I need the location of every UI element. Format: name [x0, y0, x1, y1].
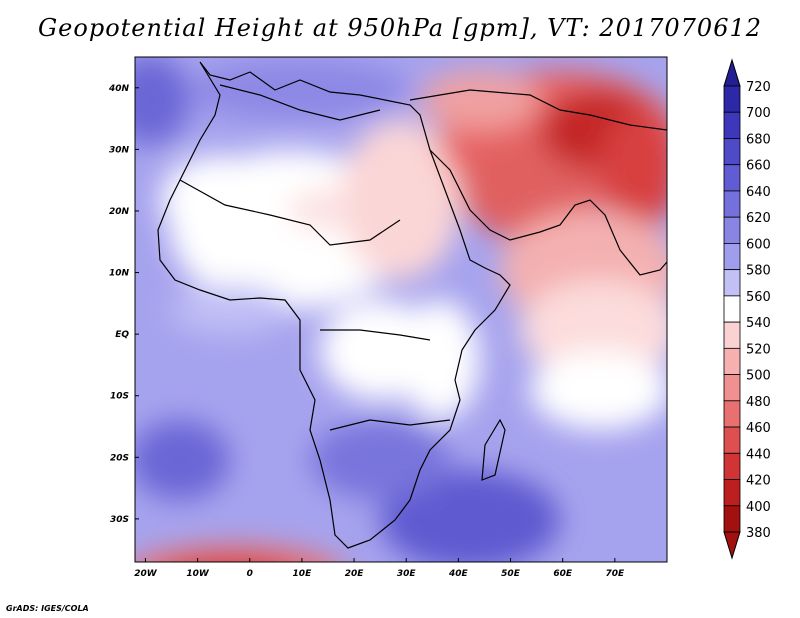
- lat-label: 10N: [109, 269, 130, 279]
- colorbar-label: 600: [746, 237, 771, 252]
- lon-label: 60E: [553, 569, 573, 579]
- north-africa-borders: [219, 84, 381, 121]
- colorbar-label: 620: [746, 211, 771, 226]
- colorbar-label: 420: [746, 474, 771, 489]
- lat-label: EQ: [115, 330, 129, 340]
- colorbar-swatch: [723, 426, 741, 454]
- colorbar-bottom-arrow: [723, 531, 741, 560]
- colorbar-label: 640: [746, 185, 771, 200]
- colorbar-swatch: [723, 269, 741, 297]
- map-field: [135, 57, 667, 562]
- colorbar-label: 400: [746, 500, 771, 515]
- colorbar-swatch: [723, 347, 741, 375]
- colorbar-swatch: [723, 295, 741, 323]
- sahel-borders: [179, 179, 401, 246]
- colorbar-swatch: [723, 164, 741, 192]
- lat-label: 10S: [110, 392, 129, 402]
- central-africa-borders: [320, 329, 431, 341]
- colorbar-label: 700: [746, 106, 771, 121]
- lon-label: 30E: [397, 569, 417, 579]
- colorbar-label: 520: [746, 342, 771, 357]
- lon-label: 10W: [186, 569, 210, 579]
- lat-label: 30N: [109, 145, 130, 155]
- colorbar-label: 380: [746, 526, 771, 541]
- colorbar-label: 460: [746, 421, 771, 436]
- lon-label: 20W: [134, 569, 158, 579]
- colorbar-swatch: [723, 479, 741, 507]
- colorbar-top-arrow: [723, 58, 741, 87]
- lat-label: 20S: [110, 453, 129, 463]
- colorbar-label: 720: [746, 80, 771, 95]
- eurasia-coastline: [409, 89, 667, 131]
- map-title: Geopotential Height at 950hPa [gpm], VT:…: [38, 14, 762, 42]
- colorbar-swatch: [723, 138, 741, 166]
- colorbar-label: 440: [746, 447, 771, 462]
- colorbar-swatch: [723, 400, 741, 428]
- coastlines: [157, 61, 667, 549]
- latitude-labels: 40N 30N 20N 10N EQ 10S 20S 30S: [108, 84, 139, 525]
- colorbar-label: 580: [746, 264, 771, 279]
- colorbar-swatch: [723, 452, 741, 480]
- colorbar-label: 560: [746, 290, 771, 305]
- colorbar-label: 660: [746, 159, 771, 174]
- lon-label: 50E: [501, 569, 521, 579]
- arabia-india-coastline: [429, 149, 667, 276]
- lat-label: 30S: [110, 515, 129, 525]
- southern-africa-borders: [329, 419, 451, 431]
- plot-frame: [134, 56, 668, 563]
- lon-label: 70E: [605, 569, 625, 579]
- credit-text: GrADS: IGES/COLA: [6, 604, 89, 613]
- colorbar-swatch: [723, 216, 741, 244]
- madagascar-coastline: [481, 418, 506, 481]
- colorbar-swatch: [723, 374, 741, 402]
- colorbar-label: 500: [746, 369, 771, 384]
- colorbar-swatch: [723, 243, 741, 271]
- africa-coastline: [157, 61, 511, 549]
- lon-label: 0: [247, 569, 253, 579]
- lon-label: 10E: [293, 569, 313, 579]
- lon-label: 40E: [448, 569, 469, 579]
- colorbar-swatch: [723, 321, 741, 349]
- colorbar-label: 680: [746, 132, 771, 147]
- colorbar-swatch: [723, 190, 741, 218]
- colorbar-label: 480: [746, 395, 771, 410]
- colorbar-swatch: [723, 111, 741, 139]
- longitude-labels: 20W 10W 0 10E 20E 30E 40E 50E 60E 70E: [134, 558, 625, 579]
- colorbar-label: 540: [746, 316, 771, 331]
- lat-label: 40N: [108, 84, 130, 94]
- colorbar: 720 700 680 660 640 620 600 580 560 540 520 500 480 4…: [723, 58, 771, 560]
- colorbar-swatch: [723, 85, 741, 113]
- lat-label: 20N: [109, 207, 130, 217]
- lon-label: 20E: [345, 569, 365, 579]
- colorbar-swatch: [723, 505, 741, 533]
